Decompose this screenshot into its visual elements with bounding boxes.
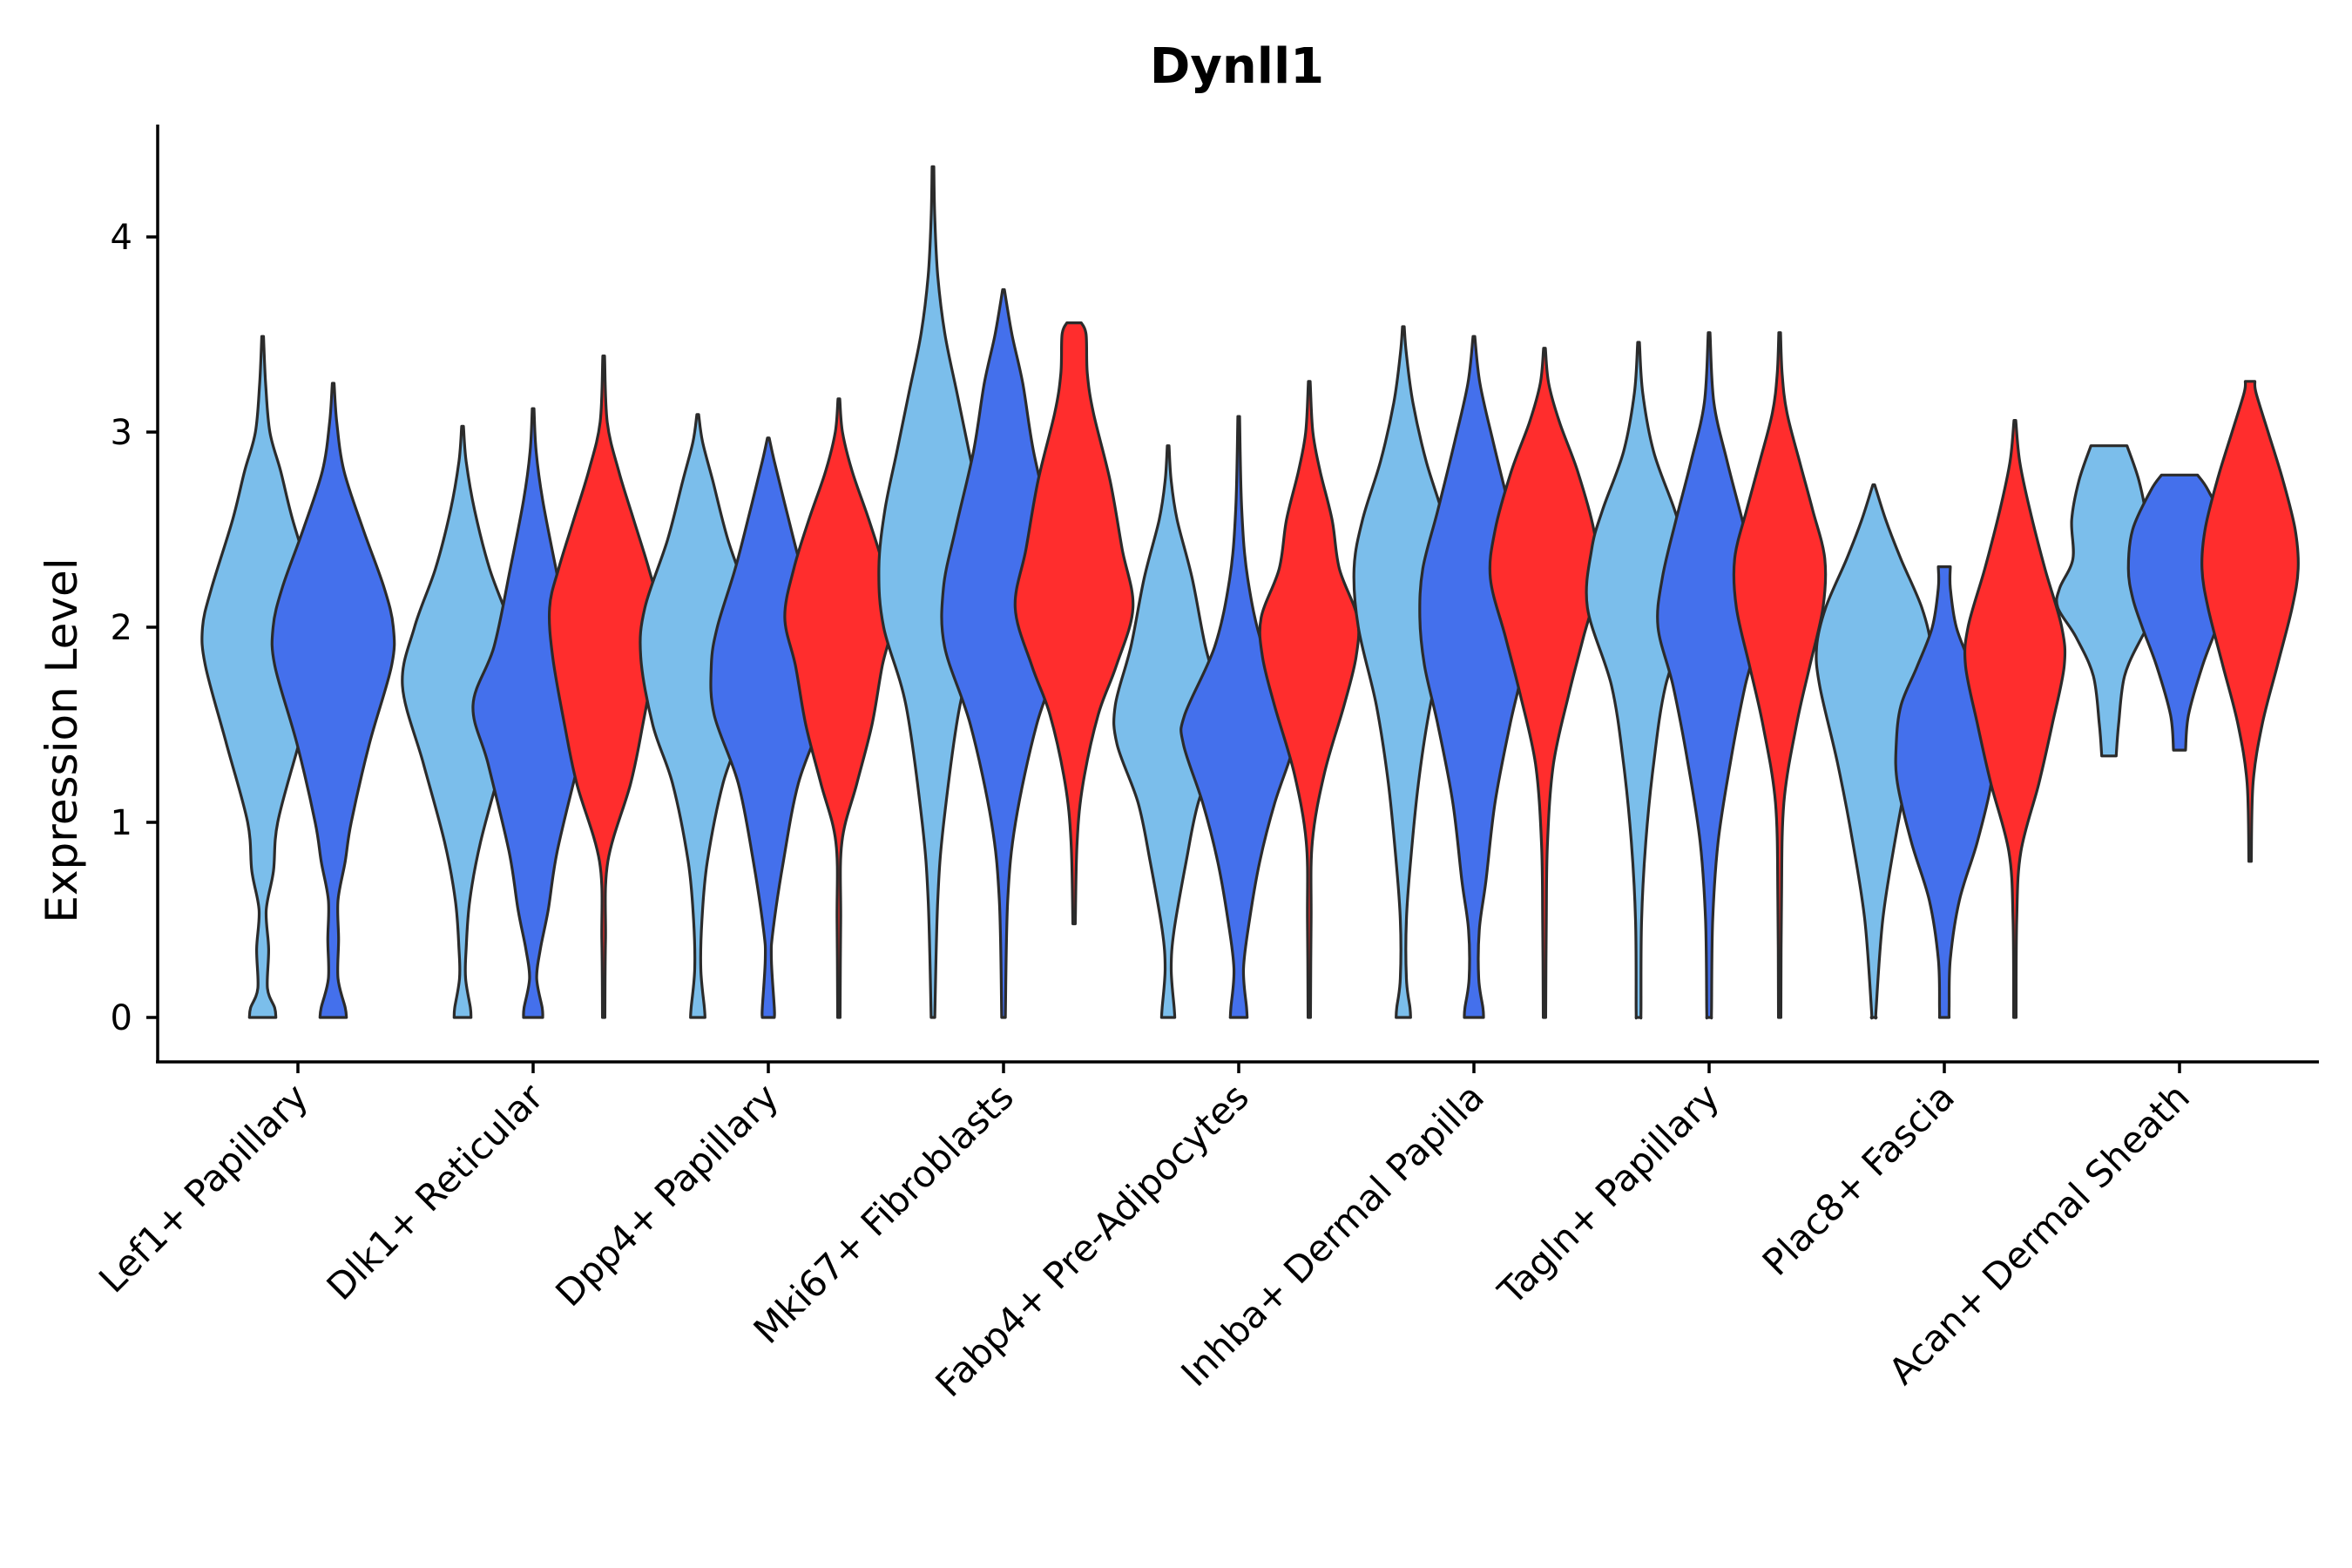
y-tick-label: 1 [111,803,132,843]
x-tick-label: Lef1+ Papillary [91,1075,316,1301]
violin-4-1 [1179,415,1298,1019]
violin-1-2 [547,355,660,1019]
violin-0-1 [270,382,396,1019]
chart-title: Dynll1 [1150,38,1324,95]
y-tick-label: 3 [111,413,132,453]
y-axis-label: Expression Level [37,558,87,923]
violin-1-0 [401,424,524,1019]
violin-5-2 [1488,347,1601,1019]
x-tick-label: Dpp4+ Papillary [547,1075,787,1315]
y-ticks: 0 1 2 3 4 [111,218,158,1038]
violin-2-0 [639,413,757,1019]
x-tick-label: Dlk1+ Reticular [319,1075,552,1308]
violin-4-0 [1112,444,1224,1019]
y-tick-label: 4 [111,218,132,258]
violin-0-0 [200,335,325,1019]
violin-7-0 [1815,483,1933,1020]
violin-6-1 [1656,331,1762,1020]
violins-layer [200,165,2300,1020]
violin-3-2 [1013,321,1135,926]
violin-2-2 [783,397,895,1019]
violin-8-2 [2200,380,2300,863]
y-tick-label: 0 [111,998,132,1038]
violin-7-2 [1963,419,2067,1019]
violin-6-0 [1585,341,1693,1020]
violin-5-1 [1418,335,1530,1019]
violin-5-0 [1352,325,1455,1019]
violin-6-2 [1732,331,1828,1019]
y-tick-label: 2 [111,608,132,648]
violin-4-2 [1258,380,1361,1019]
x-tick-label: Tagln+ Papillary [1490,1075,1727,1313]
x-tick-label: Plac8+ Fascia [1754,1075,1963,1283]
violin-3-1 [940,287,1067,1019]
violin-1-1 [471,407,595,1019]
x-tick-label: Mki67+ Fibroblasts [746,1075,1022,1351]
